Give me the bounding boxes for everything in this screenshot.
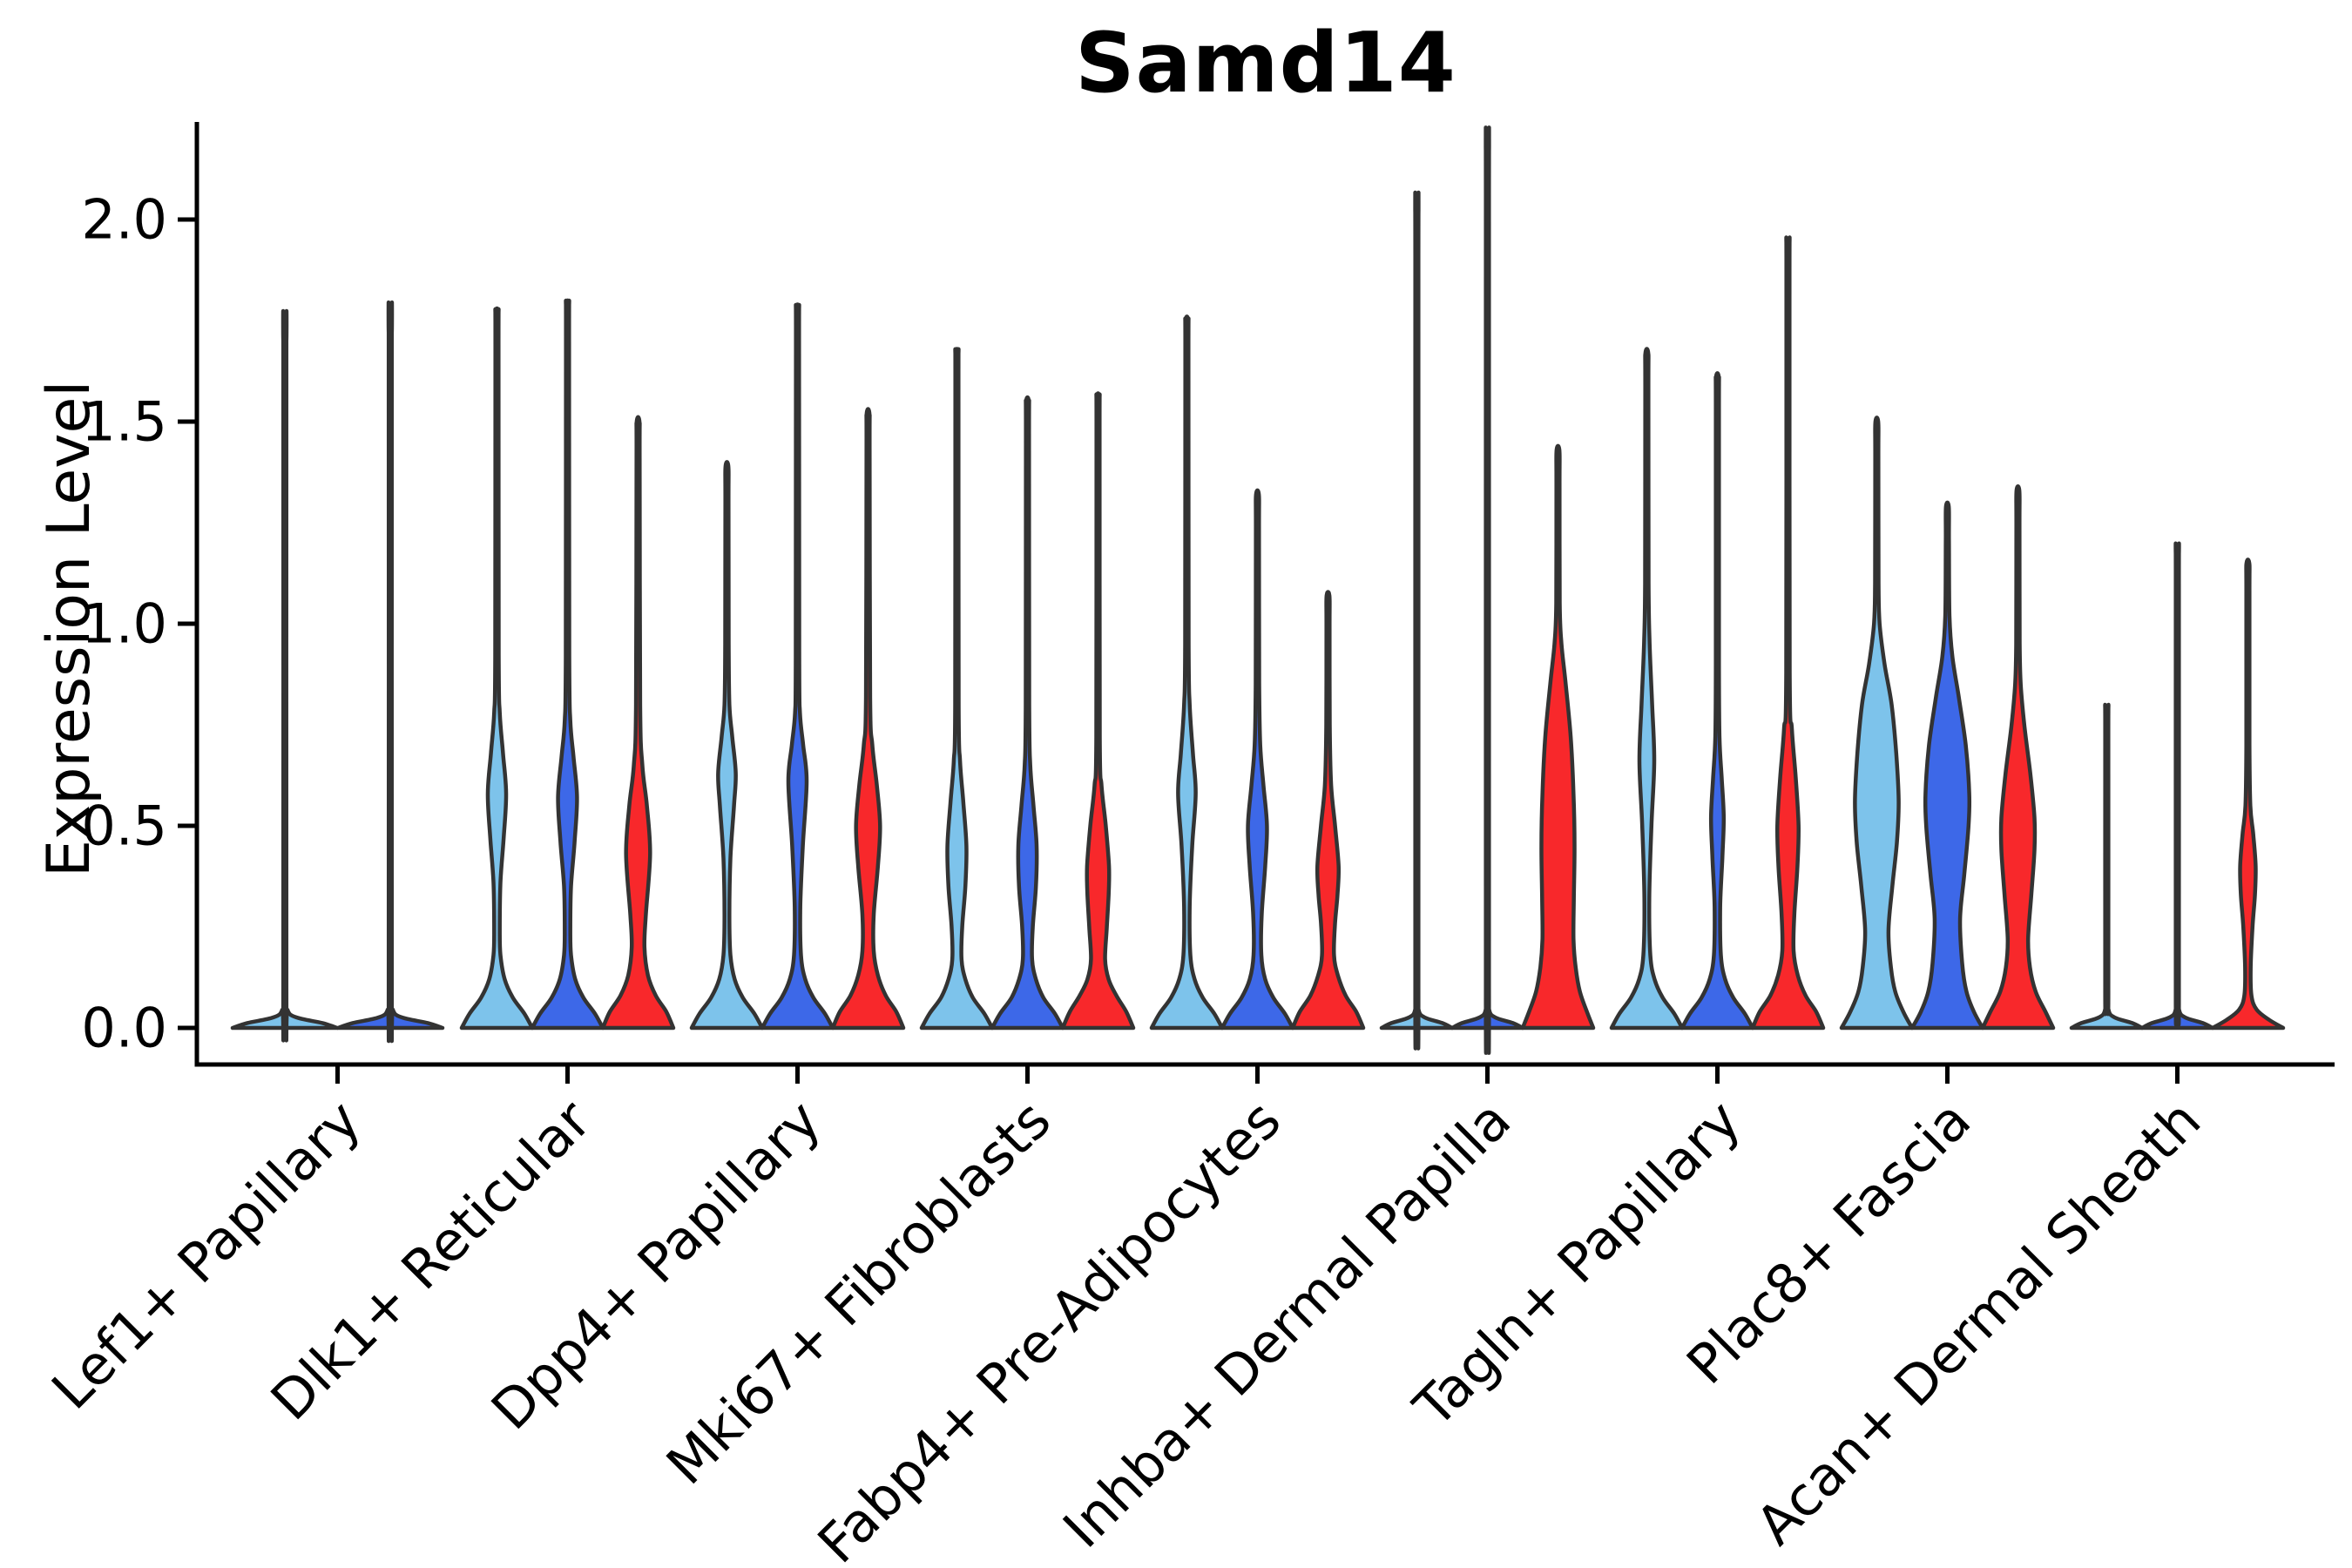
x-tick-label: Acan+ Dermal Sheath — [1744, 1088, 2213, 1557]
violin-acan-dermal-sheath-red — [2210, 558, 2286, 1031]
violin-plac8-fascia-light — [1839, 416, 1915, 1031]
violin-fabp4-pre-adipocytes-light — [1149, 314, 1225, 1031]
violin-inhba-dermal-papilla-light — [1379, 191, 1455, 1051]
x-tick-label: Fabp4+ Pre-Adipocytes — [806, 1088, 1293, 1568]
violin-dlk1-reticular-red — [600, 415, 676, 1031]
y-tick-label: 2.0 — [81, 188, 167, 252]
violin-mki67-fibroblasts-light — [919, 347, 995, 1031]
violin-fabp4-pre-adipocytes-dark — [1220, 488, 1295, 1031]
violin-tagln-papillary-dark — [1680, 371, 1755, 1031]
y-tick-label: 0.0 — [81, 997, 167, 1060]
violin-inhba-dermal-papilla-red — [1520, 443, 1596, 1031]
violin-tagln-papillary-light — [1609, 347, 1685, 1031]
violin-lef1-papillary-light — [230, 308, 340, 1043]
chart-title: Samd14 — [1075, 16, 1456, 112]
y-tick-label: 1.0 — [81, 592, 167, 656]
violin-acan-dermal-sheath-dark — [2139, 541, 2215, 1031]
y-tick-label: 0.5 — [81, 794, 167, 858]
violin-dpp4-papillary-light — [689, 460, 765, 1031]
violin-tagln-papillary-red — [1750, 235, 1826, 1031]
violin-plac8-fascia-dark — [1909, 500, 1985, 1031]
violin-plac8-fascia-red — [1980, 484, 2056, 1031]
violin-mki67-fibroblasts-dark — [990, 395, 1065, 1031]
violin-dpp4-papillary-red — [830, 407, 906, 1031]
violin-mki67-fibroblasts-red — [1060, 391, 1136, 1031]
x-tick-label: Mki67+ Fibroblasts — [654, 1088, 1063, 1497]
violin-acan-dermal-sheath-light — [2069, 702, 2145, 1031]
y-tick-label: 1.5 — [81, 390, 167, 454]
violin-dlk1-reticular-dark — [530, 298, 605, 1031]
violin-dpp4-papillary-dark — [760, 302, 835, 1031]
violin-lef1-papillary-dark — [335, 300, 445, 1044]
violin-inhba-dermal-papilla-dark — [1450, 125, 1525, 1055]
violin-fabp4-pre-adipocytes-red — [1290, 590, 1366, 1031]
violin-dlk1-reticular-light — [459, 306, 535, 1031]
x-tick-label: Inhba+ Dermal Papilla — [1051, 1088, 1523, 1560]
